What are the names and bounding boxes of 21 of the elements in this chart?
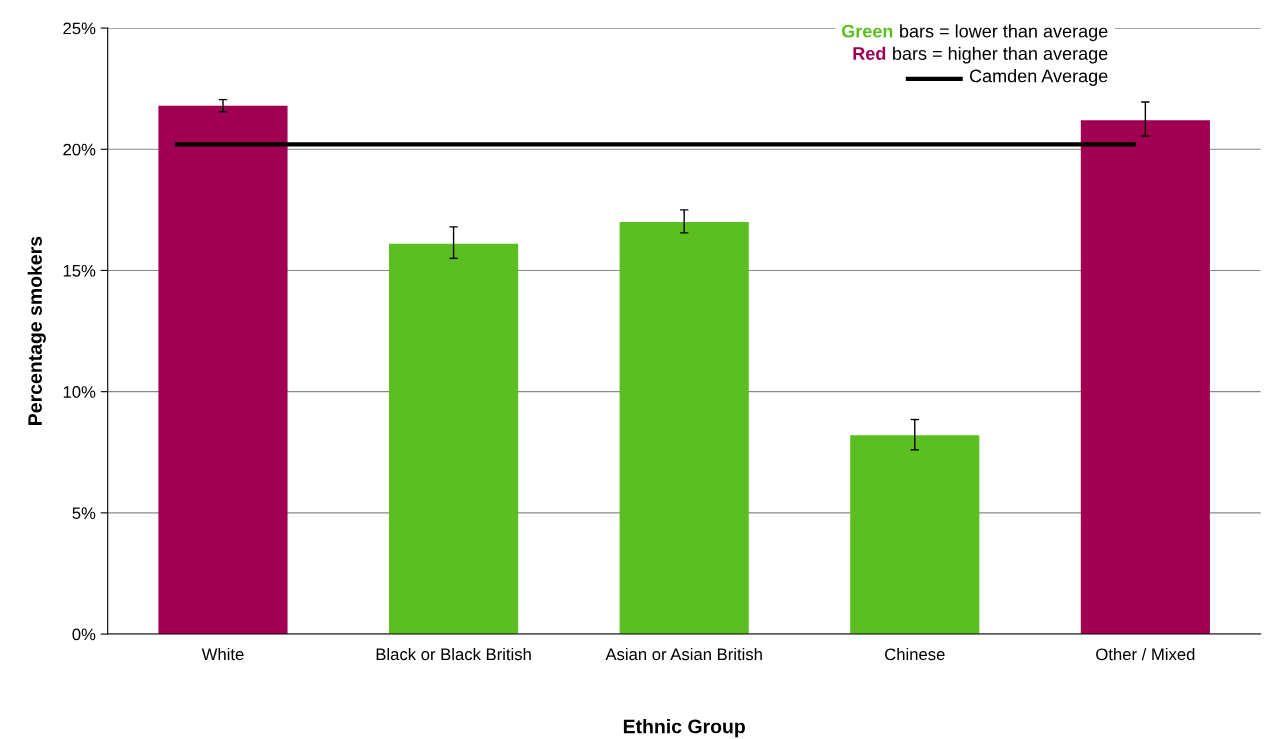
y-tick-label: 20% [63,143,96,156]
legend-label: Camden Average [969,69,1108,86]
x-tick-label: Other / Mixed [1096,647,1195,661]
bar [619,222,749,635]
y-tick-label: 10% [63,386,96,398]
bar [850,435,980,635]
x-tick-label: Chinese [885,647,945,661]
x-tick-label: Black or Black British [376,647,531,661]
x-axis-title: Ethnic Group [623,719,745,738]
bar [158,105,288,635]
y-tick-label: 25% [63,22,96,35]
y-tick-label: 0% [72,628,96,641]
bar [1080,120,1210,635]
x-tick-label: Asian or Asian British [605,647,762,661]
x-tick-label: White [201,647,244,661]
annotation: Red bars = higher than average [853,46,1108,64]
annotation: Green bars = lower than average [841,24,1108,42]
y-tick-label: 5% [72,507,96,520]
y-tick-label: 15% [63,264,96,277]
bar [389,243,519,635]
y-axis-title: Percentage smokers [27,236,46,425]
